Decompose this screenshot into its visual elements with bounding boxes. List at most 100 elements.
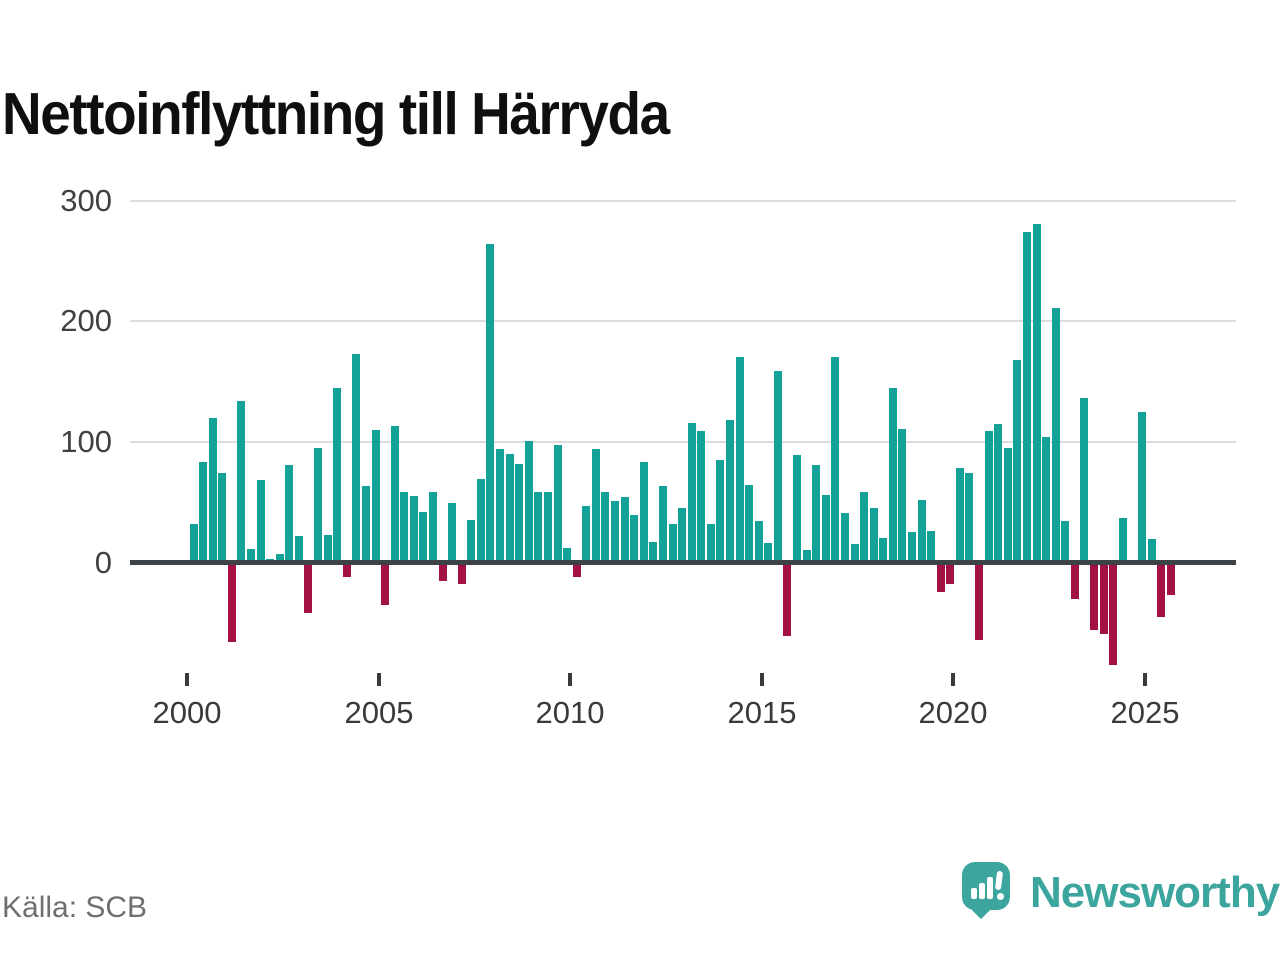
bar-2008-Q2 xyxy=(506,454,514,560)
y-axis-label-0: 0 xyxy=(94,545,112,580)
bar-2003-Q4 xyxy=(333,388,341,560)
logo-mini-bar-3 xyxy=(987,877,993,899)
newsworthy-logo-text: Newsworthy xyxy=(1030,868,1280,917)
bar-2022-Q3 xyxy=(1052,308,1060,560)
logo-exclamation-dot xyxy=(997,893,1004,900)
bar-2021-Q4 xyxy=(1023,232,1031,560)
bar-2025-Q3 xyxy=(1167,565,1175,595)
gridline-300 xyxy=(130,200,1236,202)
bar-2018-Q1 xyxy=(879,538,887,560)
bar-2017-Q2 xyxy=(851,544,859,560)
bar-2021-Q3 xyxy=(1013,360,1021,560)
bar-2025-Q2 xyxy=(1157,565,1165,617)
bar-2025-Q1 xyxy=(1148,539,1156,560)
bar-2009-Q2 xyxy=(544,492,552,560)
y-axis-label-200: 200 xyxy=(60,303,112,338)
speech-bubble xyxy=(962,862,1010,910)
bar-2007-Q4 xyxy=(486,244,494,560)
bar-2004-Q4 xyxy=(372,430,380,560)
bar-2001-Q2 xyxy=(237,401,245,560)
bar-2008-Q4 xyxy=(525,441,533,560)
bar-2022-Q4 xyxy=(1061,521,1069,560)
bar-2018-Q4 xyxy=(908,532,916,560)
bar-2011-Q4 xyxy=(640,462,648,560)
page-title: Nettoinflyttning till Härryda xyxy=(2,80,670,147)
x-axis-tick-2005 xyxy=(377,673,381,686)
bar-2015-Q1 xyxy=(764,543,772,560)
bar-2010-Q2 xyxy=(582,506,590,560)
bar-2000-Q4 xyxy=(218,473,226,560)
bar-2012-Q2 xyxy=(659,486,667,560)
bar-2023-Q4 xyxy=(1100,565,1108,634)
bar-2005-Q1 xyxy=(381,565,389,605)
bar-2017-Q1 xyxy=(841,513,849,560)
bar-2017-Q4 xyxy=(870,508,878,560)
bar-2022-Q2 xyxy=(1042,437,1050,560)
bar-2023-Q2 xyxy=(1080,398,1088,560)
bar-2013-Q1 xyxy=(688,423,696,560)
x-axis-zero-line xyxy=(130,560,1236,565)
bar-2024-Q2 xyxy=(1119,518,1127,560)
bar-2008-Q1 xyxy=(496,449,504,560)
bar-2019-Q1 xyxy=(918,500,926,560)
bar-2002-Q3 xyxy=(285,465,293,560)
x-axis-label-2010: 2010 xyxy=(535,695,605,730)
bar-2021-Q2 xyxy=(1004,448,1012,560)
newsworthy-logo-icon xyxy=(962,862,1014,926)
bar-2015-Q3 xyxy=(783,565,791,636)
bar-2002-Q2 xyxy=(276,554,284,560)
bar-2004-Q2 xyxy=(352,354,360,560)
gridline-200 xyxy=(130,320,1236,322)
y-axis-label-300: 300 xyxy=(60,183,112,218)
x-axis-tick-2025 xyxy=(1143,673,1147,686)
bar-2003-Q2 xyxy=(314,448,322,560)
bar-2004-Q1 xyxy=(343,565,351,577)
bar-2016-Q2 xyxy=(812,465,820,560)
bar-2001-Q1 xyxy=(228,565,236,642)
y-axis-label-100: 100 xyxy=(60,424,112,459)
x-axis-label-2005: 2005 xyxy=(344,695,414,730)
bar-2014-Q4 xyxy=(755,521,763,560)
bar-2006-Q2 xyxy=(429,492,437,560)
bar-2014-Q3 xyxy=(745,485,753,560)
bar-2013-Q3 xyxy=(707,524,715,560)
bar-2020-Q1 xyxy=(956,468,964,560)
bar-2005-Q3 xyxy=(400,492,408,560)
x-axis-tick-2015 xyxy=(760,673,764,686)
bar-2017-Q3 xyxy=(860,492,868,560)
bar-2020-Q4 xyxy=(985,431,993,560)
bar-2007-Q3 xyxy=(477,479,485,560)
x-axis-tick-2010 xyxy=(568,673,572,686)
bar-2009-Q1 xyxy=(534,492,542,560)
bar-2009-Q4 xyxy=(563,548,571,560)
bar-2000-Q1 xyxy=(190,524,198,560)
bar-2016-Q4 xyxy=(831,357,839,560)
bar-2003-Q1 xyxy=(304,565,312,613)
bar-2011-Q2 xyxy=(621,497,629,560)
bar-2013-Q2 xyxy=(697,431,705,560)
bar-2018-Q2 xyxy=(889,388,897,560)
bar-2016-Q3 xyxy=(822,495,830,560)
bar-2011-Q3 xyxy=(630,515,638,560)
bar-2022-Q1 xyxy=(1033,224,1041,560)
bar-2006-Q4 xyxy=(448,503,456,560)
logo-mini-bar-1 xyxy=(971,888,977,899)
bar-2010-Q1 xyxy=(573,565,581,577)
bar-2012-Q4 xyxy=(678,508,686,560)
bar-2020-Q3 xyxy=(975,565,983,640)
bar-2023-Q1 xyxy=(1071,565,1079,599)
bar-2005-Q2 xyxy=(391,426,399,560)
bar-2015-Q2 xyxy=(774,371,782,560)
x-axis-label-2015: 2015 xyxy=(727,695,797,730)
bar-2010-Q4 xyxy=(601,492,609,560)
x-axis-label-2020: 2020 xyxy=(918,695,988,730)
x-axis-label-2025: 2025 xyxy=(1110,695,1180,730)
bar-2006-Q1 xyxy=(419,512,427,560)
bar-2012-Q1 xyxy=(649,542,657,560)
bar-2010-Q3 xyxy=(592,449,600,560)
bar-2018-Q3 xyxy=(898,429,906,560)
bar-2000-Q2 xyxy=(199,462,207,560)
bar-2001-Q4 xyxy=(257,480,265,560)
x-axis-tick-2020 xyxy=(951,673,955,686)
newsworthy-logo: Newsworthy xyxy=(962,860,1280,930)
